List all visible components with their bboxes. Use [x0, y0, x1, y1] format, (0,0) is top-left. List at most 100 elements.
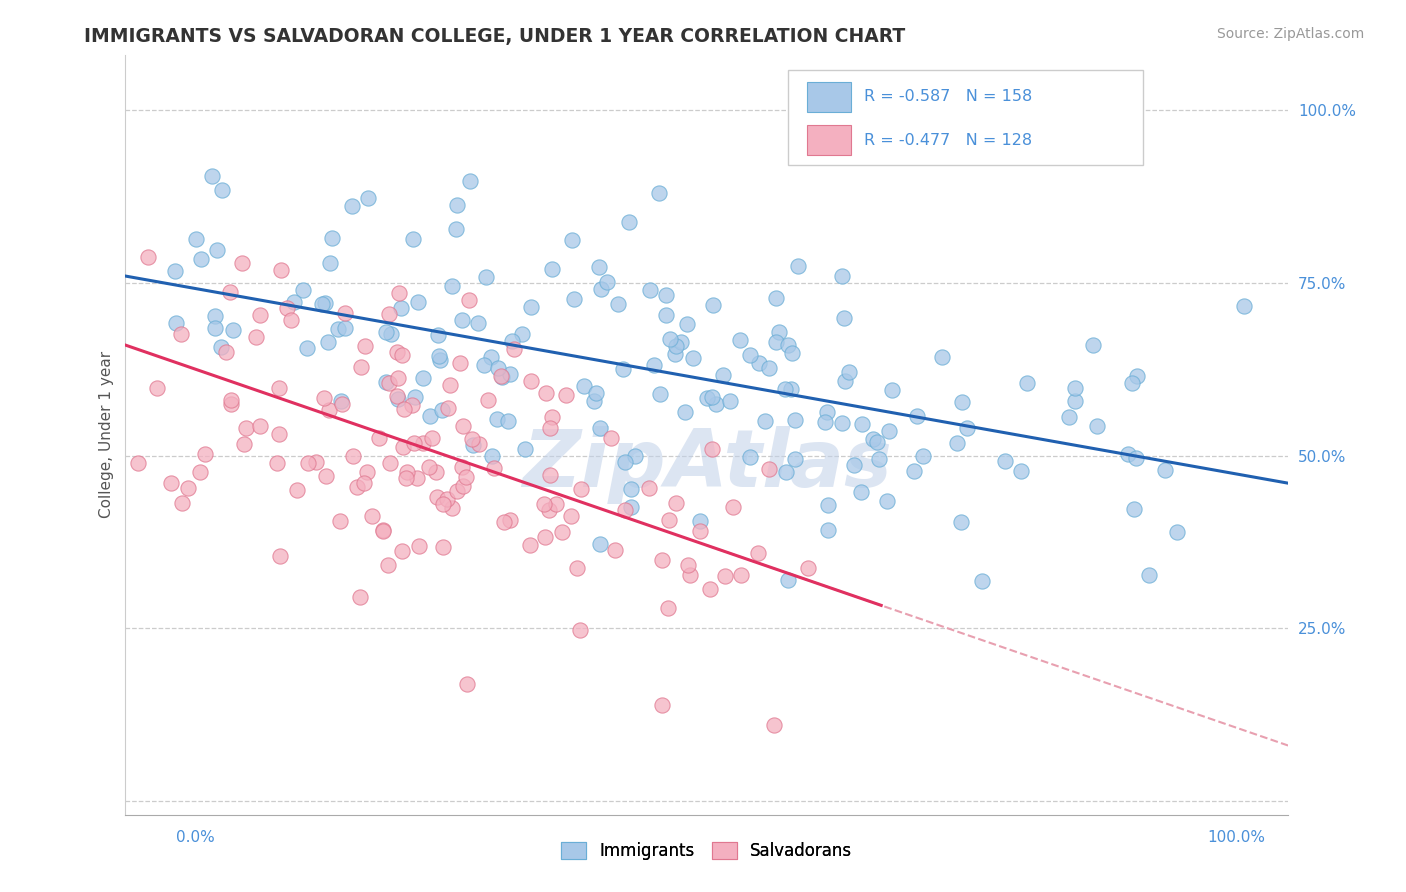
FancyBboxPatch shape [789, 70, 1143, 165]
Point [326, 322, 349, 336]
Point [406, 471, 429, 485]
Point [931, 350, 953, 364]
Point [297, 456, 319, 470]
Point [280, 312, 302, 326]
Point [540, 410, 562, 425]
Point [783, 452, 806, 467]
Point [740, 348, 762, 362]
Point [876, 494, 898, 508]
Point [356, 191, 378, 205]
Point [560, 509, 582, 524]
Point [321, 230, 343, 244]
Point [817, 498, 839, 512]
Point [209, 340, 232, 354]
Point [304, 455, 326, 469]
Point [354, 339, 377, 353]
Point [620, 500, 643, 514]
Point [728, 334, 751, 348]
Point [392, 440, 415, 454]
Point [555, 388, 578, 402]
Point [651, 553, 673, 567]
Point [1116, 447, 1139, 461]
Point [170, 496, 193, 510]
Point [851, 484, 873, 499]
Point [219, 392, 242, 407]
Point [377, 558, 399, 573]
Point [367, 431, 389, 445]
Point [451, 419, 474, 434]
Text: 0.0%: 0.0% [176, 830, 215, 845]
Point [441, 279, 464, 293]
Point [534, 385, 557, 400]
Point [371, 523, 394, 537]
Point [245, 330, 267, 344]
Point [496, 414, 519, 428]
Point [689, 524, 711, 539]
Point [815, 405, 838, 419]
Point [831, 269, 853, 284]
Point [468, 437, 491, 451]
Point [404, 390, 426, 404]
Point [620, 482, 643, 496]
Text: 100.0%: 100.0% [1208, 830, 1265, 845]
Point [136, 251, 159, 265]
Point [458, 174, 481, 188]
Point [775, 382, 797, 396]
Point [994, 454, 1017, 468]
Point [946, 436, 969, 450]
Point [211, 183, 233, 197]
Point [950, 515, 973, 529]
Point [249, 419, 271, 434]
Point [444, 222, 467, 236]
Point [763, 718, 786, 732]
Point [477, 393, 499, 408]
Text: ZipAtlas: ZipAtlas [522, 426, 891, 504]
Point [538, 468, 561, 483]
Point [783, 413, 806, 427]
Point [589, 421, 612, 435]
Point [408, 539, 430, 553]
Point [269, 549, 291, 563]
Point [605, 542, 627, 557]
Point [665, 338, 688, 352]
Legend: Immigrants, Salvadorans: Immigrants, Salvadorans [555, 836, 859, 867]
Point [817, 524, 839, 538]
Point [314, 295, 336, 310]
Point [569, 624, 592, 638]
Point [335, 321, 357, 335]
Point [451, 460, 474, 475]
Point [432, 540, 454, 554]
FancyBboxPatch shape [807, 125, 851, 155]
Point [664, 347, 686, 361]
Point [538, 421, 561, 435]
Point [970, 574, 993, 589]
Point [614, 455, 637, 469]
Point [599, 432, 621, 446]
Point [285, 483, 308, 497]
Point [880, 383, 903, 397]
Point [650, 387, 672, 401]
Point [318, 334, 340, 349]
Point [235, 420, 257, 434]
Point [146, 381, 169, 395]
Point [491, 369, 513, 384]
Point [346, 480, 368, 494]
Point [654, 287, 676, 301]
Point [353, 475, 375, 490]
Point [342, 449, 364, 463]
Text: R = -0.587   N = 158: R = -0.587 N = 158 [863, 89, 1032, 104]
Point [201, 169, 224, 184]
Point [740, 450, 762, 465]
Point [170, 327, 193, 342]
Point [643, 359, 665, 373]
Point [1121, 376, 1143, 390]
Point [463, 438, 485, 452]
Point [562, 292, 585, 306]
Point [318, 403, 340, 417]
Point [330, 393, 353, 408]
Point [319, 256, 342, 270]
Point [585, 385, 607, 400]
Point [1154, 463, 1177, 477]
Point [624, 449, 647, 463]
Point [315, 468, 337, 483]
